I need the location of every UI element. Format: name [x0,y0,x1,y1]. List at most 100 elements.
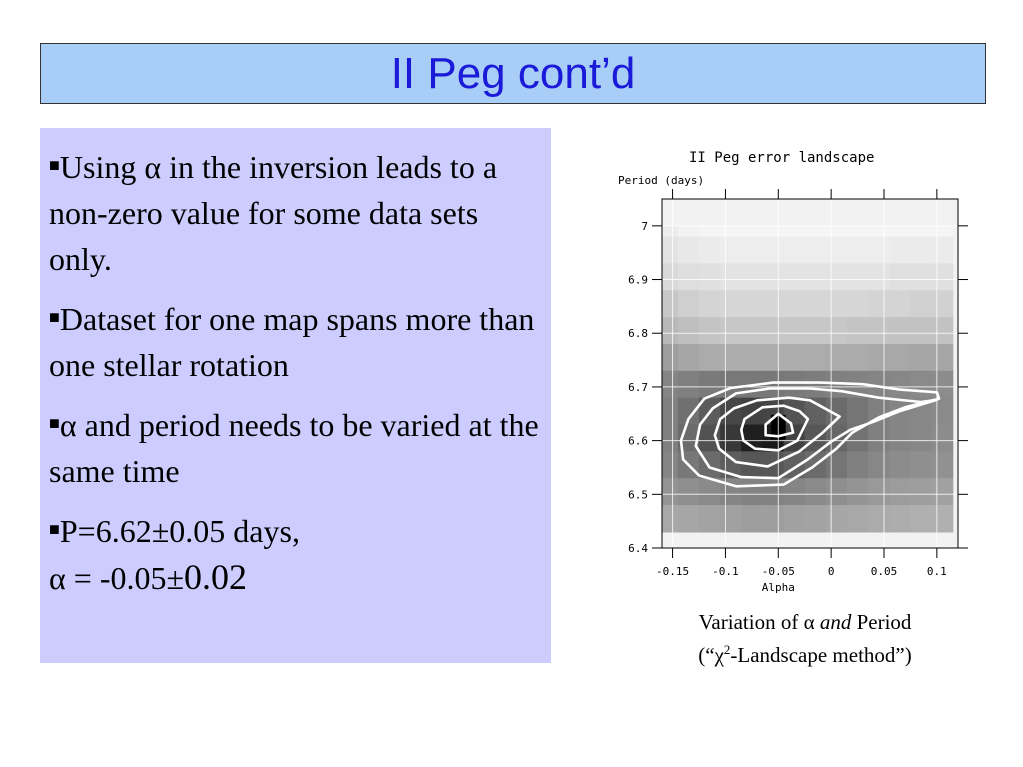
bullet-square-icon: ■ [49,307,60,327]
heatmap-cell [762,505,785,533]
heatmap-cell [762,343,785,372]
heatmap-cell [889,317,912,345]
heatmap-cell [699,225,721,238]
bullet-text: P=6.62±0.05 days, [59,513,300,549]
x-tick-label: 0.05 [871,565,898,578]
heatmap-cell [931,317,954,345]
heatmap-cell [762,263,785,291]
heatmap-cell [741,424,764,452]
y-tick-label: 6.8 [628,327,648,340]
bullet-item: ■Using α in the inversion leads to a non… [49,142,545,282]
heatmap-cell [762,236,785,265]
heatmap-cell [783,317,806,345]
heatmap-cell [662,370,679,399]
page-title: II Peg cont’d [390,48,636,98]
heatmap-cell [825,505,848,533]
heatmap-cell [804,505,827,533]
bullet-square-icon: ■ [49,413,60,433]
bullet-text: 0.02 [184,557,248,597]
heatmap-cell [910,317,933,345]
heatmap-cell [889,370,912,399]
heatmap-cell [762,478,785,506]
heatmap-cell [720,505,742,533]
x-tick-label: -0.05 [762,565,795,578]
heatmap-cell [868,424,890,452]
heatmap-cell [910,263,933,291]
heatmap-cell [699,478,721,506]
heatmap-cell [847,451,869,479]
title-bar: II Peg cont’d [40,43,986,104]
heatmap-cell [720,290,742,318]
heatmap-cell [868,343,890,372]
heatmap-cell [699,370,721,399]
heatmap-cell [910,505,933,533]
heatmap-cell [699,317,721,345]
heatmap-cell [931,424,954,452]
heatmap-cell [847,236,869,265]
heatmap-cell [868,317,890,345]
bullet-text: Dataset for one map spans more than one … [49,301,535,383]
heatmap-cell [889,451,912,479]
heatmap-cell [868,225,890,238]
heatmap-cell [889,236,912,265]
heatmap-cell [868,451,890,479]
contour-second [740,404,810,452]
heatmap-cell [783,290,806,318]
heatmap-cell [931,263,954,291]
heatmap-cell [825,236,848,265]
heatmap-cell [677,397,700,426]
y-tick-label: 7 [641,220,648,233]
heatmap-cell [825,317,848,345]
heatmap-cell [662,505,679,533]
y-axis-ticks: 7 6.9 6.8 6.7 6.6 6.5 6.4 [628,220,968,555]
x-tick-label: 0.1 [927,565,947,578]
heatmap-cell [804,236,827,265]
heatmap-cell [783,397,806,426]
heatmap-cell [783,343,806,372]
heatmap-cell [662,451,679,479]
heatmap-cell [662,225,679,238]
heatmap-cell [910,225,933,238]
bullet-text: Using α in the inversion leads to a non-… [49,149,498,277]
heatmap-cell [662,343,679,372]
heatmap-cell [662,236,679,265]
heatmap-cell [741,478,764,506]
heatmap-cell [804,478,827,506]
contour-outer [679,381,941,488]
bullet-square-icon: ■ [49,519,60,539]
heatmap-cell [804,397,827,426]
heatmap-cell [662,317,679,345]
heatmap-cell [720,225,742,238]
heatmap-cell [931,478,954,506]
heatmap-cells [662,199,958,548]
caption-line-2: (“χ2-Landscape method”) [640,636,970,669]
heatmap-cell [910,424,933,452]
bullet-square-icon: ■ [49,155,60,175]
bullet-panel: ■Using α in the inversion leads to a non… [40,128,551,663]
heatmap-cell [720,263,742,291]
heatmap-cell [868,505,890,533]
heatmap-cell [910,478,933,506]
y-axis-label: Period (days) [618,174,704,187]
heatmap-cell [804,263,827,291]
heatmap-cell [847,478,869,506]
heatmap-cell [677,505,700,533]
caption-line-1: Variation of α and Period [640,608,970,636]
heatmap-cell [931,370,954,399]
heatmap-cell [825,478,848,506]
heatmap-cell [868,478,890,506]
heatmap-cell [741,317,764,345]
heatmap-cell [677,290,700,318]
heatmap-cell [741,263,764,291]
heatmap-cell [677,343,700,372]
caption-text: (“χ [698,643,724,667]
heatmap-cell [662,290,679,318]
heatmap-cell [889,343,912,372]
heatmap-cell [699,290,721,318]
heatmap-cell [720,343,742,372]
bullet-item: ■α and period needs to be varied at the … [49,400,545,494]
heatmap-cell [825,290,848,318]
heatmap-cell [677,478,700,506]
heatmap-cell [699,236,721,265]
heatmap-cell [804,343,827,372]
